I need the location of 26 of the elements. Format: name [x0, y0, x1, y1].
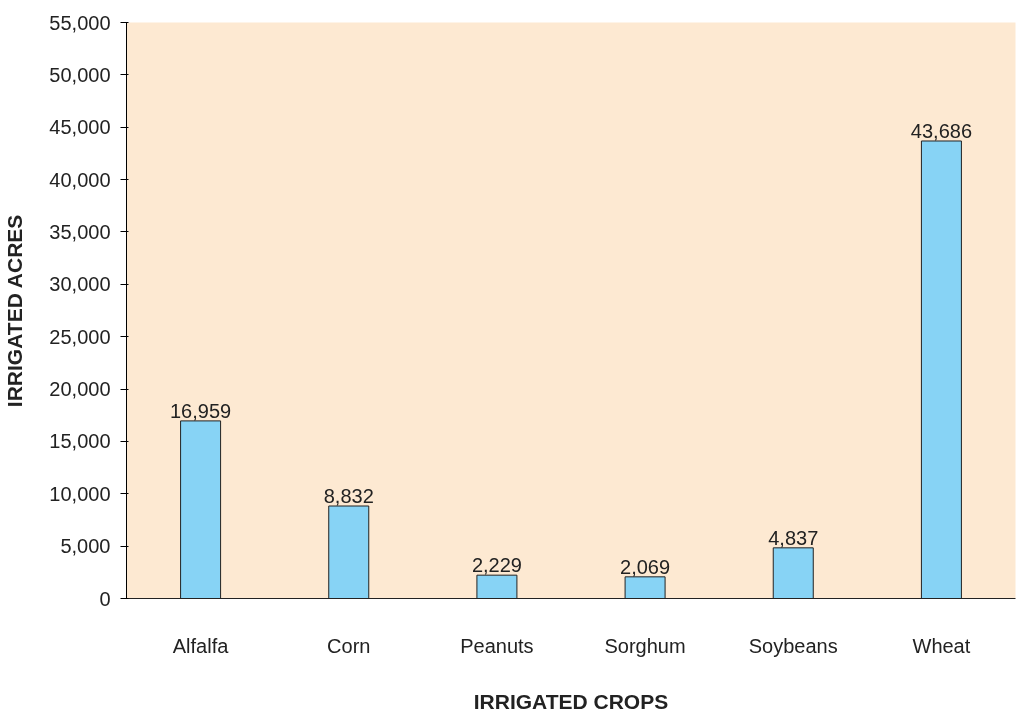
y-tick-label: 45,000: [49, 116, 111, 139]
x-tick-label: Sorghum: [604, 634, 686, 657]
data-label: 4,837: [768, 526, 819, 549]
data-label: 43,686: [910, 119, 972, 142]
y-tick-label: 20,000: [49, 378, 111, 401]
data-label: 16,959: [170, 399, 232, 422]
y-tick-label: 55,000: [49, 11, 111, 34]
y-axis-title: IRRIGATED ACRES: [3, 214, 27, 408]
y-tick-label: 50,000: [49, 63, 111, 86]
y-tick-label: 5,000: [60, 535, 111, 558]
x-tick-label: Corn: [327, 634, 371, 657]
y-tick-label: 10,000: [49, 482, 111, 505]
x-tick-label: Alfalfa: [172, 634, 230, 657]
y-tick-label: 30,000: [49, 273, 111, 296]
y-tick-label: 15,000: [49, 430, 111, 453]
data-label: 2,069: [620, 555, 671, 578]
x-tick-label: Peanuts: [460, 634, 534, 657]
x-tick-label: Wheat: [912, 634, 971, 657]
data-label: 2,229: [471, 554, 522, 577]
x-tick-label: Soybeans: [748, 634, 838, 657]
x-axis-title: IRRIGATED CROPS: [473, 689, 669, 713]
y-tick-label: 35,000: [49, 220, 111, 243]
y-tick-label: 40,000: [49, 168, 111, 191]
data-label: 8,832: [323, 485, 374, 507]
y-tick-label: 0: [99, 587, 111, 610]
y-tick-label: 25,000: [49, 325, 111, 348]
